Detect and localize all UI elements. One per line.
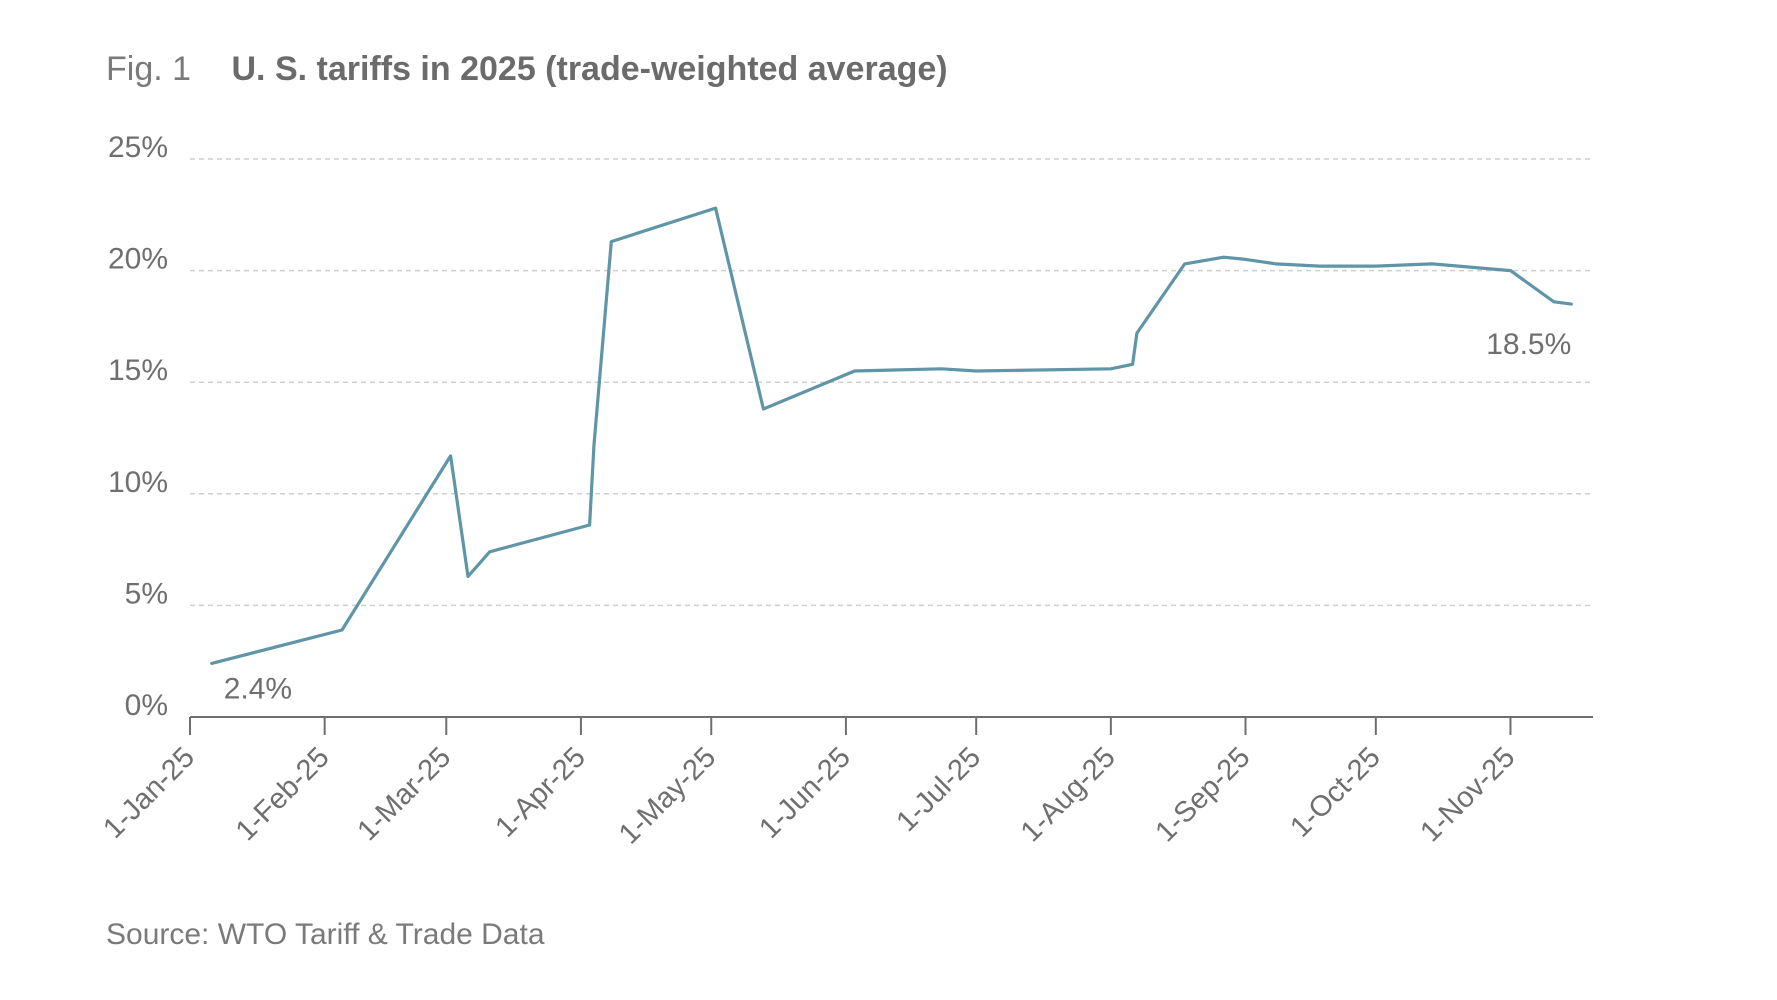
data-label: 2.4% — [224, 672, 292, 705]
x-tick-label: 1-Sep-25 — [1149, 741, 1256, 848]
x-tick-label: 1-Nov-25 — [1414, 741, 1521, 848]
y-axis: 0% 5% 10% 15% 20% 25% — [108, 131, 168, 722]
x-axis: 1-Jan-25 1-Feb-25 1-Mar-25 1-Apr-25 1-May-25… — [97, 716, 1593, 851]
x-tick-label: 1-Feb-25 — [230, 741, 336, 847]
chart-title: U. S. tariffs in 2025 (trade-weighted av… — [231, 50, 948, 88]
y-tick-label: 5% — [125, 577, 168, 610]
chart-header: Fig. 1 U. S. tariffs in 2025 (trade-weig… — [106, 52, 948, 86]
x-tick-label: 1-Jan-25 — [97, 741, 201, 845]
y-tick-label: 0% — [125, 689, 168, 722]
x-tick-label: 1-Apr-25 — [489, 741, 591, 843]
x-tick-label: 1-Aug-25 — [1015, 741, 1122, 848]
source-note: Source: WTO Tariff & Trade Data — [106, 918, 545, 951]
x-tick-label: 1-May-25 — [613, 741, 722, 850]
x-tick-label: 1-Jul-25 — [890, 741, 987, 838]
y-tick-label: 15% — [108, 354, 168, 387]
data-label: 18.5% — [1486, 328, 1571, 361]
series-layer — [210, 206, 1573, 666]
series-line-tariff — [210, 206, 1573, 666]
x-tick-label: 1-Oct-25 — [1284, 741, 1386, 843]
annotations: 2.4% 18.5% — [224, 328, 1572, 705]
y-tick-label: 20% — [108, 243, 168, 276]
figure-label: Fig. 1 — [106, 50, 192, 88]
y-tick-label: 10% — [108, 466, 168, 499]
x-tick-label: 1-Jun-25 — [753, 741, 857, 845]
y-tick-label: 25% — [108, 131, 168, 164]
x-tick-label: 1-Mar-25 — [351, 741, 457, 847]
